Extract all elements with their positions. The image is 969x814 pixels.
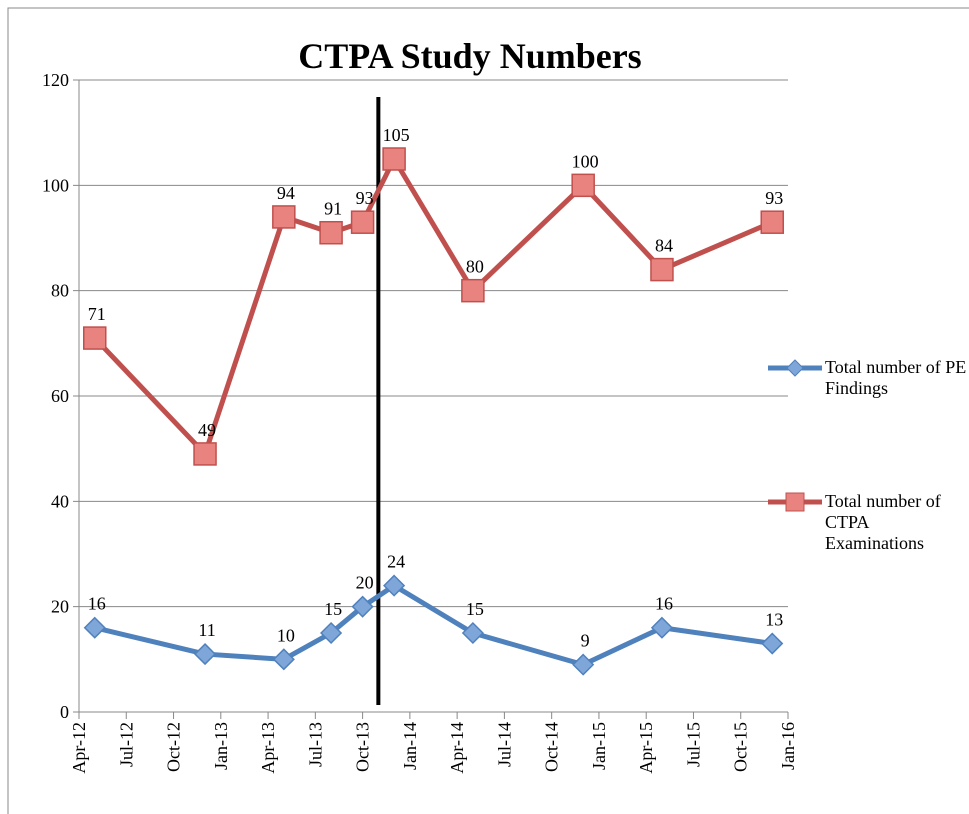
- data-label: 16: [655, 594, 673, 614]
- x-tick-label: Jan-14: [400, 722, 420, 770]
- marker: [320, 621, 343, 645]
- series-line: [94, 583, 773, 668]
- marker: [382, 147, 406, 171]
- data-label: 20: [356, 573, 374, 593]
- chart-title: CTPA Study Numbers: [298, 36, 641, 76]
- marker: [83, 616, 106, 639]
- data-label: 94: [277, 183, 295, 203]
- x-tick-label: Jul-12: [116, 722, 136, 767]
- x-tick-label: Oct-15: [731, 722, 751, 772]
- marker: [319, 220, 343, 245]
- x-tick-label: Jul-15: [683, 722, 703, 767]
- data-label: 16: [88, 594, 106, 614]
- y-tick-label: 40: [51, 491, 69, 511]
- y-tick-label: 120: [42, 70, 69, 90]
- y-tick-label: 0: [60, 702, 69, 722]
- marker: [383, 574, 406, 597]
- y-tick-label: 80: [51, 281, 69, 301]
- chart-border: [7, 7, 969, 814]
- x-tick-label: Jul-14: [494, 722, 514, 767]
- marker: [461, 278, 485, 303]
- x-tick-label: Jan-15: [589, 722, 609, 770]
- x-tick-label: Oct-12: [164, 722, 184, 772]
- legend-marker: [786, 359, 804, 377]
- x-tick-label: Oct-13: [353, 722, 373, 772]
- data-label: 71: [88, 304, 106, 324]
- data-label: 15: [466, 599, 484, 619]
- marker: [350, 210, 375, 234]
- legend-entry: Total number of CTPA Examinations: [825, 491, 941, 553]
- marker: [193, 442, 217, 466]
- x-tick-label: Jan-16: [778, 722, 798, 770]
- y-tick-label: 20: [51, 597, 69, 617]
- data-label: 24: [387, 552, 405, 572]
- y-tick-label: 100: [42, 175, 69, 195]
- marker: [572, 653, 595, 676]
- y-tick-label: 60: [51, 386, 69, 406]
- data-label: 13: [765, 610, 783, 630]
- data-label: 15: [324, 599, 342, 619]
- x-tick-label: Apr-15: [636, 722, 656, 774]
- legend-marker: [785, 492, 805, 512]
- x-tick-label: Jan-13: [211, 722, 231, 770]
- data-label: 93: [765, 188, 783, 208]
- marker: [461, 621, 484, 645]
- marker: [272, 648, 295, 671]
- data-label: 100: [572, 151, 599, 171]
- marker: [761, 632, 784, 655]
- legend-entry: Total number of PE Findings: [825, 357, 967, 398]
- x-tick-label: Oct-14: [542, 722, 562, 772]
- marker: [83, 326, 107, 350]
- data-label: 49: [198, 420, 216, 440]
- series-line: [92, 156, 774, 457]
- x-tick-label: Apr-12: [69, 722, 89, 774]
- data-label: 80: [466, 257, 484, 277]
- data-label: 11: [198, 620, 215, 640]
- x-tick-label: Apr-14: [447, 722, 467, 774]
- marker: [351, 595, 374, 618]
- data-label: 84: [655, 236, 673, 256]
- marker: [272, 205, 296, 229]
- marker: [571, 173, 595, 198]
- marker: [650, 616, 674, 639]
- data-label: 9: [581, 631, 590, 651]
- marker: [650, 257, 674, 282]
- data-label: 91: [324, 199, 342, 219]
- data-label: 10: [277, 625, 295, 645]
- marker: [193, 643, 217, 666]
- data-label: 93: [356, 188, 374, 208]
- x-tick-label: Apr-13: [258, 722, 278, 774]
- marker: [760, 210, 784, 234]
- x-tick-label: Jul-13: [305, 722, 325, 767]
- data-label: 105: [383, 125, 410, 145]
